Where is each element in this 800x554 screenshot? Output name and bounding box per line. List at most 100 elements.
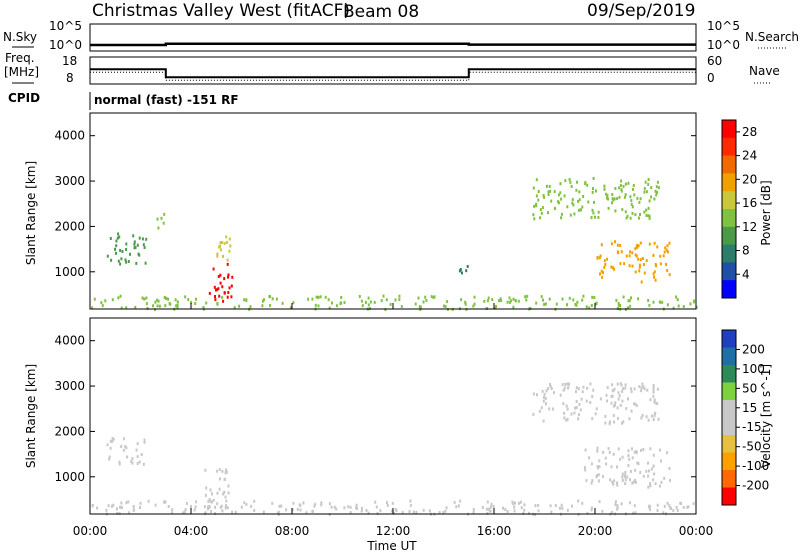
data-cell — [640, 448, 643, 452]
data-cell — [656, 190, 658, 194]
data-cell — [648, 199, 651, 203]
data-cell — [392, 511, 395, 515]
data-cell — [634, 468, 637, 472]
data-cell — [565, 404, 568, 408]
data-cell — [263, 298, 265, 302]
data-cell — [131, 461, 134, 465]
data-cell — [106, 254, 109, 258]
data-cell — [464, 302, 467, 306]
data-cell — [590, 462, 593, 466]
data-cell — [216, 254, 219, 258]
data-cell — [658, 300, 661, 304]
data-cell — [517, 299, 520, 303]
data-cell — [176, 306, 179, 310]
data-cell — [655, 402, 658, 405]
data-cell — [141, 296, 144, 300]
data-cell — [220, 504, 223, 508]
data-cell — [544, 302, 547, 306]
data-cell — [570, 185, 573, 188]
data-cell — [627, 464, 630, 467]
data-cell — [560, 197, 563, 201]
data-cell — [414, 302, 417, 306]
colorbar-tick-label: 12 — [742, 220, 757, 234]
data-cell — [118, 462, 121, 466]
data-cell — [538, 409, 541, 413]
data-cell — [119, 294, 122, 298]
data-cell — [446, 300, 449, 304]
data-cell — [601, 509, 604, 513]
data-cell — [559, 393, 562, 397]
data-cell — [573, 411, 576, 415]
data-cell — [472, 508, 475, 511]
data-cell — [640, 280, 643, 284]
data-cell — [652, 390, 655, 394]
data-cell — [513, 509, 516, 513]
data-cell — [218, 294, 221, 298]
colorbar-segment — [722, 382, 736, 401]
data-cell — [666, 250, 669, 254]
data-cell — [154, 308, 156, 312]
data-cell — [171, 511, 174, 515]
data-cell — [349, 505, 352, 509]
data-cell — [548, 184, 551, 188]
data-cell — [627, 397, 629, 401]
data-cell — [320, 501, 323, 505]
data-cell — [210, 500, 213, 504]
data-cell — [549, 504, 552, 508]
frequency-dots — [90, 71, 696, 81]
data-cell — [571, 504, 573, 508]
data-cell — [629, 469, 632, 473]
data-cell — [615, 298, 618, 302]
data-cell — [129, 252, 131, 256]
data-cell — [640, 386, 643, 390]
data-cell — [317, 295, 320, 299]
data-cell — [652, 418, 655, 421]
data-cell — [547, 387, 549, 391]
data-cell — [226, 240, 229, 244]
data-cell — [594, 412, 597, 416]
data-cell — [613, 479, 616, 483]
data-cell — [194, 302, 197, 305]
colorbar-tick-label: 50 — [742, 381, 757, 395]
data-cell — [111, 504, 113, 508]
data-cell — [504, 508, 507, 511]
data-cell — [574, 302, 577, 306]
data-cell — [230, 284, 233, 288]
data-cell — [622, 184, 625, 188]
data-cell — [612, 389, 615, 393]
data-cell — [367, 511, 370, 515]
data-cell — [648, 469, 650, 473]
data-cell — [508, 296, 511, 300]
data-cell — [623, 195, 626, 199]
data-cell — [564, 382, 567, 386]
data-cell — [661, 300, 664, 304]
data-cell — [221, 241, 224, 244]
nsky-tick-top: 10^5 — [49, 19, 82, 33]
data-cell — [655, 193, 658, 197]
data-cell — [438, 510, 441, 514]
data-cell — [634, 270, 637, 274]
data-cell — [563, 386, 566, 390]
data-cell — [634, 478, 637, 482]
data-cell — [561, 383, 564, 387]
data-cell — [652, 253, 655, 257]
data-cell — [243, 298, 246, 302]
data-cell — [216, 502, 219, 506]
colorbar-segment — [722, 137, 736, 157]
data-cell — [268, 294, 271, 298]
data-cell — [548, 297, 551, 301]
data-cell — [616, 465, 618, 469]
data-cell — [442, 511, 445, 514]
data-cell — [628, 264, 631, 268]
data-cell — [616, 483, 619, 487]
data-cell — [543, 303, 546, 306]
data-cell — [561, 297, 564, 301]
data-cell — [626, 475, 629, 479]
data-cell — [302, 501, 305, 505]
data-cell — [611, 394, 614, 398]
data-cell — [472, 304, 475, 308]
data-cell — [585, 399, 588, 403]
data-cell — [601, 275, 604, 279]
data-cell — [532, 186, 535, 190]
data-cell — [647, 214, 650, 218]
